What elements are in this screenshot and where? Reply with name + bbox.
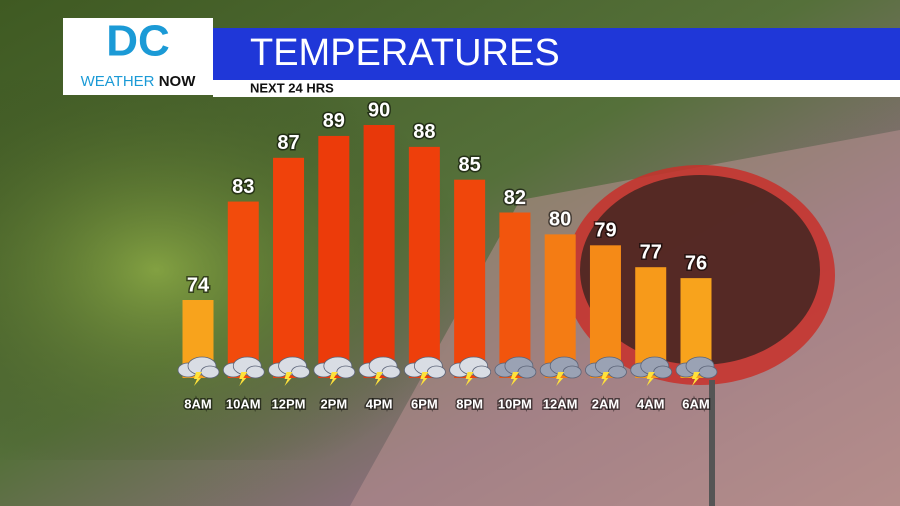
weather-icon <box>268 356 310 386</box>
bar <box>408 146 440 378</box>
x-tick-label: 10AM <box>226 396 261 411</box>
plot: 74 8AM 83 10AM 87 12PM 89 2PM 90 4PM 88 6PM 85 8PM 82 1… <box>177 98 718 413</box>
data-label: 87 <box>277 132 299 154</box>
lightning <box>239 372 248 386</box>
weather-icon <box>177 356 220 386</box>
logo-box <box>63 18 213 95</box>
subtitle-strip <box>213 80 900 97</box>
x-tick-label: 4PM <box>366 396 393 411</box>
lightning <box>510 372 519 386</box>
cloud <box>245 365 265 379</box>
data-label: 79 <box>594 220 616 242</box>
cloud <box>381 365 401 379</box>
weather-icon <box>313 356 356 386</box>
bar <box>499 212 531 378</box>
cloud <box>608 365 627 379</box>
bar <box>589 245 621 378</box>
x-tick-label: 2PM <box>320 396 347 411</box>
x-tick-label: 10PM <box>498 396 532 411</box>
logo-letters: DC <box>106 17 170 66</box>
lightning <box>329 372 338 386</box>
weather-icon <box>539 356 582 386</box>
weather-icon <box>222 356 265 386</box>
cloud <box>336 365 356 379</box>
cloud <box>426 365 446 379</box>
x-tick-label: 8PM <box>456 396 483 411</box>
cloud <box>517 365 537 379</box>
x-tick-label: 4AM <box>637 396 664 411</box>
logo-text: WEATHER NOW <box>81 73 197 90</box>
logo-word: NOW <box>159 73 197 90</box>
cloud <box>472 365 492 379</box>
weather-icon <box>449 356 492 386</box>
data-label: 74 <box>187 274 210 296</box>
data-label: 88 <box>413 121 435 143</box>
weather-icon <box>585 356 627 386</box>
data-label: 83 <box>232 176 254 198</box>
data-label: 82 <box>504 187 526 209</box>
cloud <box>698 365 718 379</box>
lightning <box>194 372 202 386</box>
chart-subtitle: NEXT 24 HRS <box>250 80 334 95</box>
chart-title: TEMPERATURES <box>250 32 560 74</box>
x-tick-label: 6AM <box>682 396 709 411</box>
bar <box>454 179 486 378</box>
data-label: 85 <box>459 154 481 176</box>
x-tick-label: 2AM <box>592 396 619 411</box>
bar <box>227 201 259 378</box>
data-label: 76 <box>685 252 707 274</box>
bar <box>544 234 576 378</box>
cloud <box>200 365 220 379</box>
data-label: 89 <box>323 110 345 132</box>
title-banner <box>213 28 900 80</box>
cloud <box>562 365 582 379</box>
lightning <box>284 372 293 386</box>
weather-icon <box>675 356 718 386</box>
weather-icon <box>403 356 446 386</box>
lightning <box>601 372 610 386</box>
bar <box>273 157 305 378</box>
lightning <box>375 372 384 386</box>
logo-word: WEATHER <box>81 73 155 90</box>
lightning <box>465 372 474 386</box>
x-tick-label: 12AM <box>543 396 578 411</box>
x-tick-label: 8AM <box>184 396 211 411</box>
weather-icon <box>358 356 401 386</box>
cloud <box>653 365 673 379</box>
lightning <box>692 372 700 386</box>
lightning <box>646 372 655 386</box>
cloud <box>291 365 310 379</box>
data-label: 80 <box>549 209 571 231</box>
lightning <box>420 372 429 386</box>
bar <box>363 125 395 378</box>
x-tick-label: 12PM <box>272 396 306 411</box>
weather-icon <box>630 356 673 386</box>
data-label: 90 <box>368 99 390 121</box>
bar <box>318 135 350 378</box>
data-label: 77 <box>640 241 662 263</box>
x-tick-label: 6PM <box>411 396 438 411</box>
weather-icon <box>494 356 537 386</box>
lightning <box>556 372 565 386</box>
